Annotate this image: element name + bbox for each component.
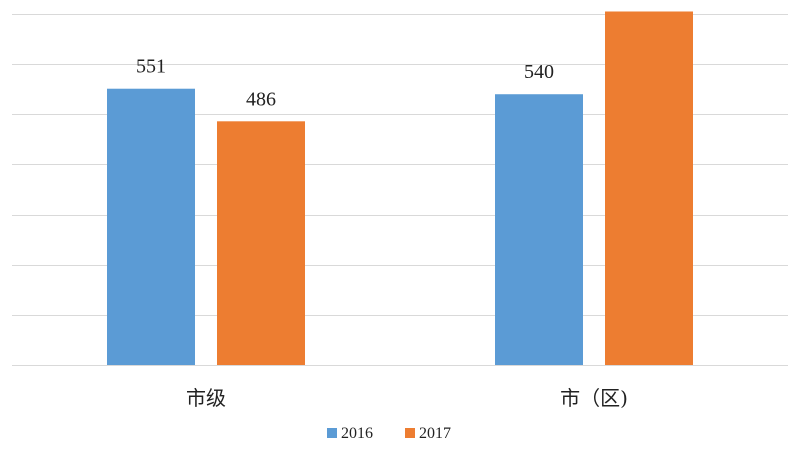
legend-swatch (405, 428, 415, 438)
category-label: 市（区) (560, 386, 628, 410)
legend-label: 2017 (419, 425, 451, 442)
legend-item: 2016 (327, 425, 373, 442)
data-label: 486 (246, 88, 276, 110)
data-label: 551 (136, 56, 166, 78)
data-label: 540 (524, 61, 554, 83)
bar-2016-1 (495, 94, 583, 365)
bar-2016-0 (107, 88, 195, 365)
legend-swatch (327, 428, 337, 438)
legend: 2016 2017 (327, 425, 451, 442)
legend-item: 2017 (405, 425, 451, 442)
category-label: 市级 (186, 386, 226, 410)
data-labels: 551486540705 (136, 0, 664, 110)
bars (107, 11, 693, 365)
bar-2017-1 (605, 11, 693, 365)
bar-2017-0 (217, 121, 305, 365)
category-labels: 市级 市（区) (186, 386, 628, 410)
legend-label: 2016 (341, 425, 373, 442)
